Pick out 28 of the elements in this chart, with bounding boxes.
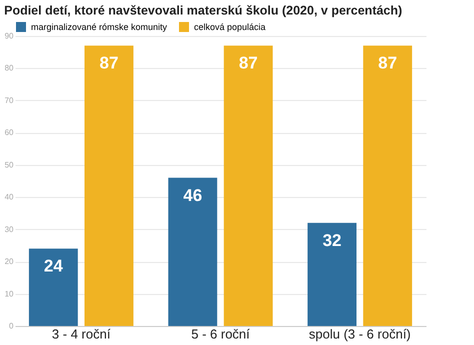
chart-title: Podiel detí, ktoré navštevovali materskú školu (2020, v percentách) [4,4,402,18]
bar [84,46,134,326]
y-tick-label: 60 [4,128,14,138]
bar [363,46,412,326]
x-tick-label: 3 - 4 roční [52,326,111,342]
y-tick-label: 40 [4,192,14,202]
y-tick-label: 10 [4,289,14,298]
legend-label: celková populácia [194,22,266,32]
bar [28,248,78,326]
y-tick-label: 80 [4,64,14,73]
data-label: 87 [100,54,118,73]
y-tick-label: 0 [9,322,14,330]
y-tick-label: 20 [4,257,14,266]
y-tick-label: 50 [4,160,14,170]
data-label: 87 [378,54,398,73]
bar [168,178,218,326]
data-label: 24 [44,256,64,276]
bar [308,222,356,326]
x-tick-label: 5 - 6 roční [191,326,250,342]
data-label: 87 [238,54,258,73]
data-label: 46 [183,186,202,205]
y-tick-label: 30 [4,224,14,234]
y-tick-label: 70 [4,96,14,105]
legend-label: marginalizované rómske komunity [31,22,168,32]
x-tick-label: spolu (3 - 6 roční) [308,326,411,342]
y-tick-label: 90 [4,32,14,40]
bar [224,46,273,326]
data-label: 32 [322,230,342,250]
